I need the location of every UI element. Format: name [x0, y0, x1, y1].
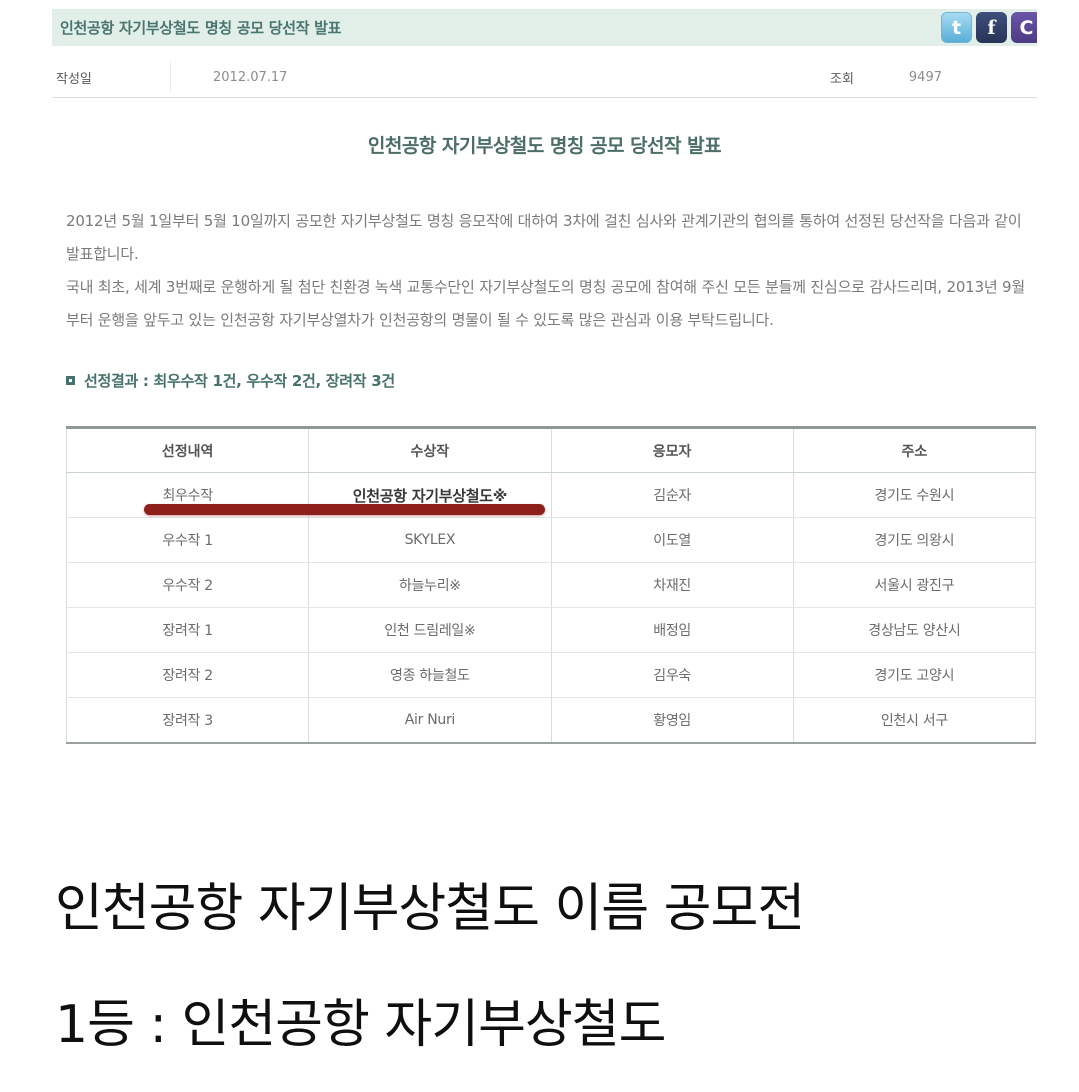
- date-value: 2012.07.17: [213, 69, 288, 85]
- cell-address: 경기도 고양시: [792, 652, 1037, 698]
- table-row: 우수작 1 SKYLEX 이도열 경기도 의왕시: [65, 517, 1037, 563]
- table-row: 장려작 1 인천 드림레일※ 배정임 경상남도 양산시: [65, 607, 1037, 653]
- post-title: 인천공항 자기부상철도 명칭 공모 당선작 발표: [60, 19, 342, 37]
- facebook-icon[interactable]: f: [976, 12, 1007, 43]
- col-header-category: 선정내역: [65, 427, 310, 473]
- col-header-applicant: 응모자: [550, 427, 794, 473]
- col-header-entry: 수상작: [308, 427, 552, 473]
- cell-applicant: 이도열: [550, 517, 794, 563]
- cell-entry: 인천 드림레일※: [308, 607, 552, 653]
- cell-applicant: 차재진: [550, 562, 794, 608]
- caption-line-2: 1등 : 인천공항 자기부상철도: [55, 995, 666, 1055]
- cell-applicant: 배정임: [550, 607, 794, 653]
- paragraph-1: 2012년 5월 1일부터 5월 10일까지 공모한 자기부상철도 명칭 응모작…: [66, 212, 1022, 263]
- social-share-bar: t f C: [941, 12, 1037, 43]
- square-bullet-icon: [66, 376, 75, 385]
- cell-applicant: 황영임: [550, 697, 794, 743]
- post-content: 인천공항 자기부상철도 명칭 공모 당선작 발표 t f C 작성일 2012.…: [52, 9, 1037, 744]
- results-summary-text: 선정결과 : 최우수작 1건, 우수작 2건, 장려작 3건: [84, 372, 395, 390]
- results-summary: 선정결과 : 최우수작 1건, 우수작 2건, 장려작 3건: [52, 370, 1037, 391]
- page-title: 인천공항 자기부상철도 명칭 공모 당선작 발표: [367, 135, 722, 157]
- date-label: 작성일: [56, 71, 92, 87]
- views-label: 조회: [829, 71, 854, 87]
- table-row: 장려작 2 영종 하늘철도 김우숙 경기도 고양시: [65, 652, 1037, 698]
- cell-applicant: 김순자: [550, 472, 794, 518]
- cell-entry: 영종 하늘철도: [308, 652, 552, 698]
- caption-line-1: 인천공항 자기부상철도 이름 공모전: [55, 879, 805, 939]
- cell-applicant: 김우숙: [550, 652, 794, 698]
- cyworld-icon[interactable]: C: [1011, 12, 1037, 43]
- cell-category: 장려작 1: [65, 607, 310, 653]
- post-title-bar: 인천공항 자기부상철도 명칭 공모 당선작 발표 t f C: [52, 9, 1037, 46]
- results-table-wrap: 선정내역 수상작 응모자 주소 최우수작 인천공항 자기부상철도※ 김순자 경기…: [52, 426, 1037, 744]
- cell-category: 우수작 1: [65, 517, 310, 563]
- cell-category: 장려작 3: [65, 697, 310, 743]
- cell-category: 장려작 2: [65, 652, 310, 698]
- cell-address: 서울시 광진구: [792, 562, 1037, 608]
- cell-address: 경상남도 양산시: [792, 607, 1037, 653]
- table-header-row: 선정내역 수상작 응모자 주소: [65, 427, 1037, 473]
- meta-divider: [170, 62, 171, 92]
- cell-address: 경기도 의왕시: [792, 517, 1037, 563]
- cell-entry: 하늘누리※: [308, 562, 552, 608]
- cell-address: 인천시 서구: [792, 697, 1037, 743]
- cell-entry: Air Nuri: [308, 697, 552, 743]
- col-header-address: 주소: [792, 427, 1037, 473]
- announcement-body: 2012년 5월 1일부터 5월 10일까지 공모한 자기부상철도 명칭 응모작…: [52, 205, 1037, 337]
- views-value: 9497: [908, 69, 942, 85]
- cell-entry: SKYLEX: [308, 517, 552, 563]
- results-table: 선정내역 수상작 응모자 주소 최우수작 인천공항 자기부상철도※ 김순자 경기…: [65, 426, 1037, 744]
- twitter-icon[interactable]: t: [941, 12, 972, 43]
- table-row: 최우수작 인천공항 자기부상철도※ 김순자 경기도 수원시: [65, 472, 1037, 518]
- post-meta-row: 작성일 2012.07.17 조회 9497: [52, 57, 1037, 98]
- table-row: 장려작 3 Air Nuri 황영임 인천시 서구: [65, 697, 1037, 743]
- cell-address: 경기도 수원시: [792, 472, 1037, 518]
- table-row: 우수작 2 하늘누리※ 차재진 서울시 광진구: [65, 562, 1037, 608]
- red-marker-underline: [144, 504, 545, 515]
- paragraph-2: 국내 최초, 세계 3번째로 운행하게 될 첨단 친환경 녹색 교통수단인 자기…: [66, 278, 1025, 329]
- cell-category: 우수작 2: [65, 562, 310, 608]
